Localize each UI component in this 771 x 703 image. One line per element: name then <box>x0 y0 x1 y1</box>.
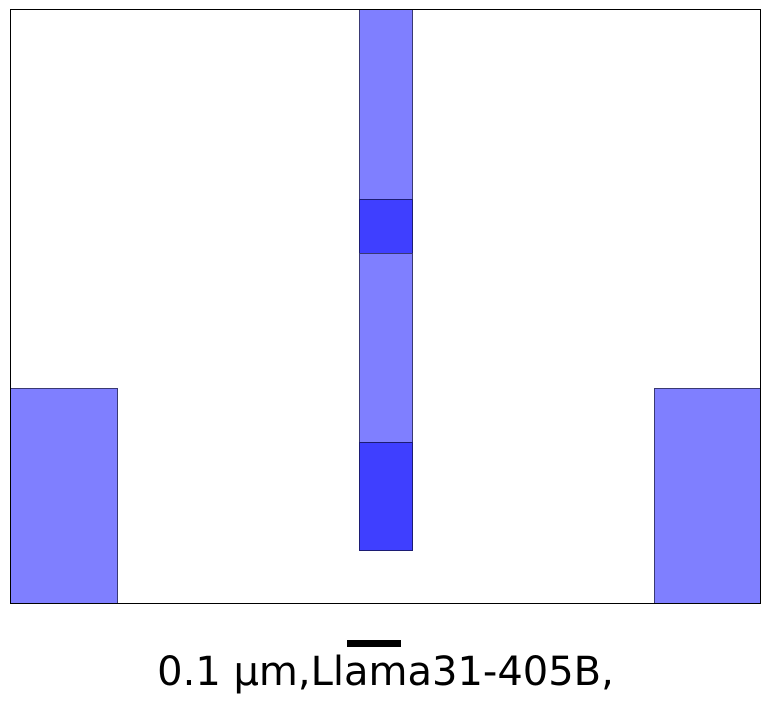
center-column-upper <box>359 10 413 200</box>
center-column-dark-block-bottom <box>359 442 413 551</box>
left-block <box>11 388 118 603</box>
scale-label: 0.1 µm,Llama31-405B, <box>157 649 614 695</box>
center-column-middle <box>359 253 413 443</box>
scale-bar <box>347 640 401 647</box>
right-block <box>654 388 760 603</box>
diagram-frame <box>10 9 761 604</box>
center-column-dark-block-top <box>359 199 413 254</box>
